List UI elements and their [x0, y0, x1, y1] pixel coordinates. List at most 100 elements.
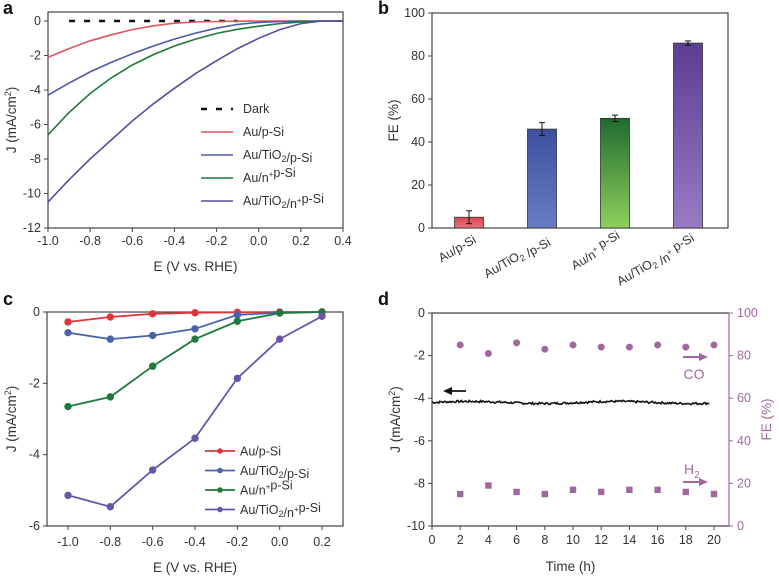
x-axis-label: E (V vs. RHE): [153, 259, 237, 274]
text-span: /: [255, 464, 259, 478]
text-span: A: [240, 484, 249, 498]
panel-a-letter: a: [3, 0, 14, 18]
right-arrow-head-icon: [699, 353, 708, 361]
text-span: p: [270, 479, 277, 493]
y-axis-label: J (mA/cm2): [3, 87, 19, 154]
text-span: p: [273, 166, 280, 180]
legend-label: Dark: [243, 102, 270, 116]
current-trace: [431, 399, 710, 406]
text-span: -: [297, 151, 301, 165]
text-span: S: [310, 501, 318, 515]
text-span: ): [388, 386, 403, 391]
text-span: S: [285, 166, 293, 180]
y-tick-label: -2: [29, 376, 40, 390]
text-span: i: [309, 151, 312, 165]
text-span: p: [299, 501, 306, 515]
x-tick-label: -1.0: [37, 234, 59, 248]
superscript: 2: [387, 391, 397, 396]
text-span: i: [266, 464, 269, 478]
text-span: S: [273, 125, 281, 139]
x-category-label: Au/p-Si: [436, 232, 479, 265]
data-point: [148, 310, 157, 318]
right-y-tick-label: 60: [737, 391, 751, 405]
x-tick-label: -0.8: [79, 234, 101, 248]
data-point: [148, 466, 157, 474]
legend-marker: [217, 467, 223, 474]
text-span: /: [495, 259, 505, 273]
panel-c-letter: c: [3, 289, 13, 309]
h2-data-point: [541, 490, 548, 498]
data-point: [64, 491, 72, 500]
panel-d-letter: d: [378, 289, 389, 309]
right-y-axis-label: FE (%): [759, 399, 774, 441]
legend-marker: [217, 487, 223, 493]
text-span: -: [458, 238, 469, 252]
plot-frame: [47, 11, 344, 229]
x-tick-label: 0.2: [292, 234, 309, 248]
left-arrow-head-icon: [443, 387, 452, 395]
text-span: S: [313, 192, 321, 206]
y-tick-label: -4: [29, 448, 40, 462]
text-span: /: [283, 467, 287, 481]
x-tick-label: -1.0: [57, 535, 79, 549]
text-span: i: [321, 192, 324, 206]
right-y-tick-label: 40: [737, 434, 751, 448]
co-data-point: [654, 341, 662, 349]
data-point: [106, 335, 115, 343]
data-point: [148, 362, 157, 370]
h2-data-point: [626, 486, 633, 493]
y-tick-label: 40: [411, 135, 425, 149]
co-data-point: [484, 349, 492, 357]
text-span: S: [282, 479, 290, 493]
bar-3: [673, 42, 703, 229]
legend-marker: [217, 448, 223, 454]
text-span: i: [613, 228, 622, 242]
y-tick-label: 0: [418, 221, 425, 235]
text-span: J (mA/cm: [4, 395, 19, 452]
data-point: [191, 335, 199, 343]
x-tick-label: 4: [485, 533, 492, 547]
y-tick-label: -4: [414, 391, 425, 405]
text-span: /: [286, 151, 290, 165]
right-y-tick-label: 80: [737, 349, 751, 363]
subscript: 2: [281, 154, 286, 164]
superscript: 2: [3, 91, 13, 96]
y-axis-label: J (mA/cm2): [3, 386, 19, 453]
text-span: -: [602, 234, 613, 248]
superscript: +: [269, 170, 274, 179]
text-span: u: [248, 445, 255, 459]
x-tick-label: -0.6: [122, 234, 144, 248]
text-span: A: [240, 503, 249, 517]
y-tick-label: -8: [414, 476, 425, 490]
co-data-point: [710, 341, 718, 349]
data-point: [191, 325, 199, 333]
h2-annotation: H2: [684, 461, 700, 481]
subscript: 2: [281, 200, 286, 210]
y-tick-label: -6: [29, 519, 40, 533]
data-point: [64, 328, 72, 337]
text-span: i: [269, 148, 272, 162]
co-data-point: [597, 343, 605, 351]
y-tick-label: -2: [30, 49, 41, 63]
text-span: i: [637, 262, 646, 276]
text-span: A: [240, 445, 249, 459]
data-point: [106, 313, 115, 321]
x-category-label: Au/TiO2 /p-Si: [482, 232, 553, 283]
text-span: n: [287, 506, 294, 520]
text-span: p: [259, 445, 266, 459]
h2-data-point: [569, 486, 577, 493]
text-span: n: [259, 484, 266, 498]
text-span: /: [657, 253, 667, 267]
co-data-point: [513, 339, 521, 347]
text-span: -: [266, 445, 270, 459]
text-span: i: [293, 166, 296, 180]
data-point: [233, 311, 242, 319]
x-tick-label: 10: [566, 533, 580, 547]
text-span: -: [277, 479, 281, 493]
data-point: [191, 434, 199, 442]
x-tick-label: 0.4: [334, 234, 351, 248]
right-y-tick-label: 0: [737, 519, 744, 533]
legend-label: Au/TiO2/n+p-Si: [243, 192, 324, 211]
co-data-point: [456, 341, 464, 349]
